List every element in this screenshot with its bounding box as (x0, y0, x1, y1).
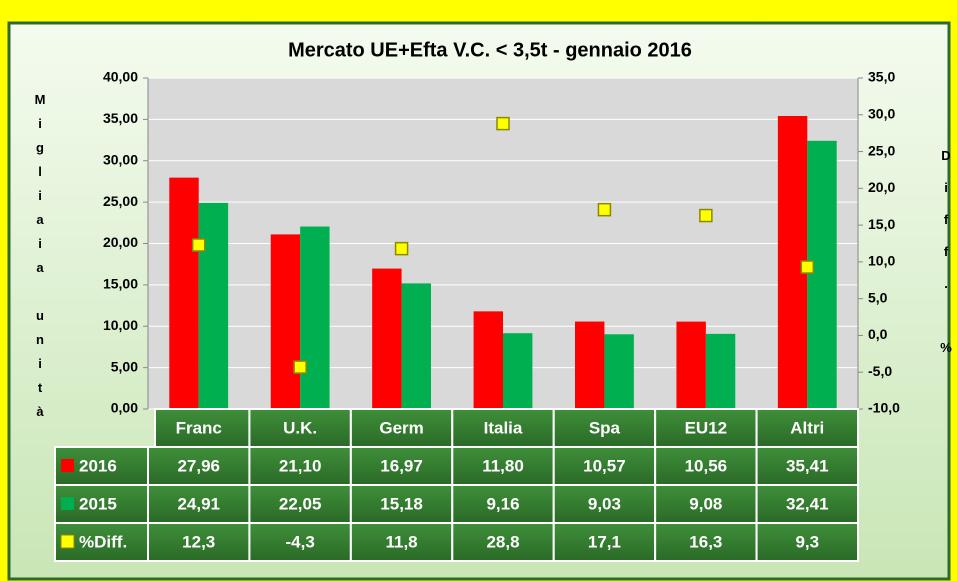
category-label: Franc (176, 418, 222, 437)
table-cell (248, 446, 352, 486)
y2-tick-label: 10,0 (868, 253, 895, 269)
y-axis-label: Migliaia unità (33, 92, 48, 428)
table-cell (451, 522, 555, 562)
bar (372, 268, 402, 409)
y2-tick-label: 0,0 (868, 326, 888, 342)
table-cell (654, 522, 758, 562)
y-tick-label: 25,00 (103, 193, 138, 209)
bar (676, 321, 706, 409)
y-tick-label: 30,00 (103, 151, 138, 167)
table-value: 22,05 (279, 494, 322, 513)
legend-label: %Diff. (79, 532, 127, 551)
marker (699, 208, 713, 223)
table-value: 9,16 (486, 494, 519, 513)
table-value: 11,80 (482, 456, 524, 475)
table-value: 21,10 (279, 456, 322, 475)
bar (198, 202, 229, 409)
table-value: 9,3 (795, 532, 819, 551)
category-label: U.K. (283, 418, 317, 437)
table-cell (654, 408, 758, 448)
bar (705, 333, 736, 409)
category-label: Altri (790, 418, 824, 437)
bar (604, 334, 634, 409)
legend-swatch (60, 534, 75, 549)
table-cell (248, 408, 352, 448)
marker (496, 116, 510, 131)
y-tick-label: 5,00 (111, 358, 138, 374)
table-cell (451, 446, 555, 486)
marker (293, 360, 307, 374)
y-tick-label: 15,00 (103, 276, 138, 292)
y2-tick-label: 5,0 (868, 289, 888, 305)
table-value: 16,97 (380, 456, 423, 475)
y2-tick-label: 35,0 (868, 69, 895, 85)
table-cell (552, 484, 657, 524)
legend-swatch (61, 497, 74, 510)
table-value: 27,96 (177, 456, 220, 475)
table-value: 35,41 (786, 456, 829, 475)
category-label: EU12 (685, 418, 728, 437)
y2-tick-label: 20,0 (868, 179, 895, 195)
table-value: 10,56 (685, 456, 728, 475)
y2-tick-label: -5,0 (868, 363, 892, 379)
table-value: 32,41 (786, 494, 829, 513)
legend-label: 2015 (79, 494, 117, 513)
category-label: Germ (379, 418, 423, 437)
category-label: Italia (484, 418, 523, 437)
y-tick-label: 0,00 (111, 400, 138, 416)
legend-label: 2016 (79, 456, 117, 475)
y2-tick-label: -10,0 (868, 400, 900, 416)
legend-swatch (61, 459, 74, 472)
bar (300, 226, 330, 409)
y2-tick-label: 25,0 (868, 142, 895, 158)
y-tick-label: 35,00 (103, 110, 138, 126)
y2-tick-label: 30,0 (868, 105, 895, 121)
chart-title: Mercato UE+Efta V.C. < 3,5t - gennaio 20… (288, 39, 692, 61)
y2-tick-label: 15,0 (868, 216, 895, 232)
y-tick-label: 10,00 (103, 317, 138, 333)
table-value: -4,3 (285, 532, 314, 551)
marker (191, 238, 206, 252)
table-value: 10,57 (583, 456, 626, 475)
table-cell (349, 446, 454, 486)
y2-axis-label: Diff. % (939, 148, 954, 372)
table-value: 9,03 (588, 494, 621, 513)
table-value: 11,8 (385, 532, 417, 551)
table-cell (755, 484, 859, 524)
bar (270, 234, 301, 409)
table-cell (349, 484, 454, 524)
table-value: 24,91 (177, 494, 220, 513)
bar (401, 283, 431, 409)
category-label: Spa (589, 418, 621, 437)
table-value: 12,3 (182, 532, 215, 551)
bar (503, 333, 533, 409)
marker (597, 202, 612, 217)
table-cell (755, 408, 859, 448)
table-value: 15,18 (380, 494, 423, 513)
table-cell (147, 522, 251, 562)
table-cell (552, 446, 657, 486)
table-cell (451, 408, 555, 448)
y-tick-label: 20,00 (103, 234, 138, 250)
table-value: 16,3 (689, 532, 722, 551)
bar (575, 321, 605, 409)
table-value: 17,1 (588, 532, 621, 551)
table-value: 9,08 (689, 494, 722, 513)
table-cell (147, 484, 251, 524)
table-cell (147, 446, 251, 486)
table-cell (248, 522, 352, 562)
bar (807, 140, 837, 409)
table-value: 28,8 (486, 532, 519, 551)
table-cell (349, 522, 454, 562)
bar (473, 311, 503, 409)
table-cell (755, 522, 859, 562)
y-tick-label: 40,00 (103, 69, 138, 85)
bar (169, 177, 199, 409)
marker (394, 241, 409, 256)
marker (800, 260, 815, 274)
